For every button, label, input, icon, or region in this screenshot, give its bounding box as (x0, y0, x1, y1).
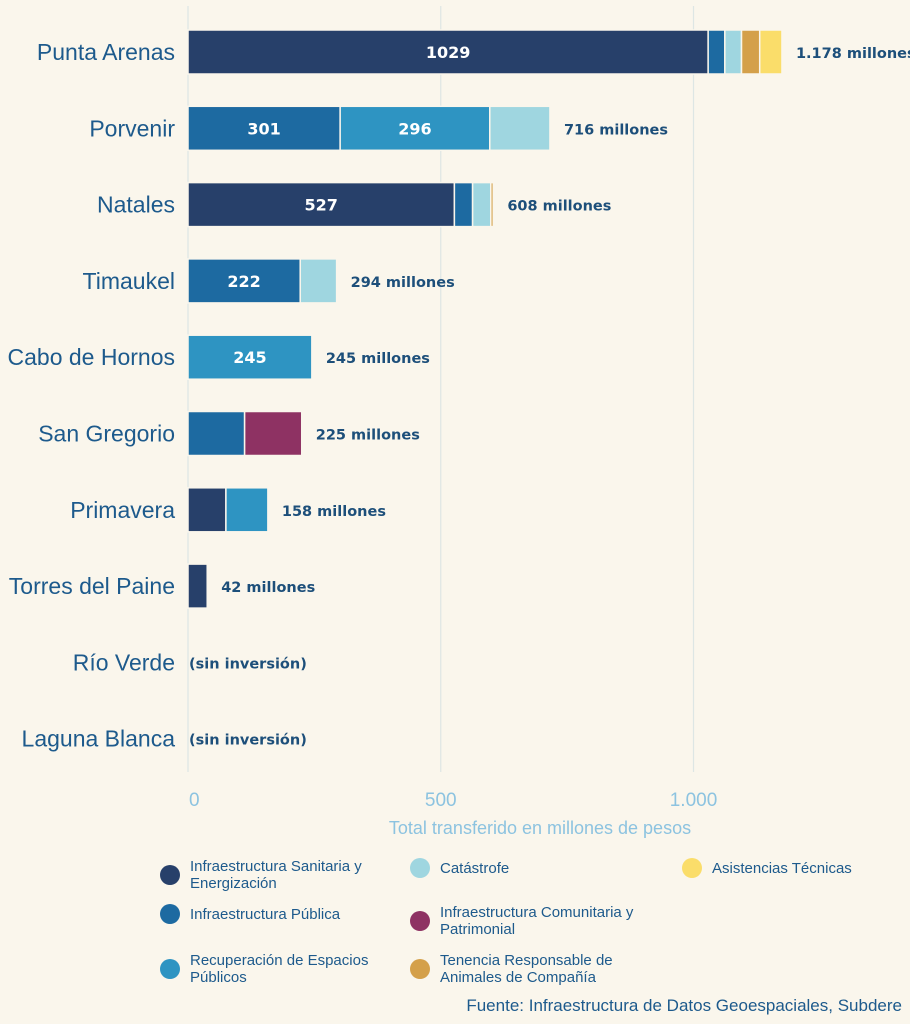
bar-segment (489, 105, 551, 152)
legend-label: Infraestructura Sanitaria y Energización (190, 858, 362, 892)
bar-segment (187, 258, 301, 304)
bar-segment (187, 487, 227, 533)
legend-swatch (160, 865, 180, 885)
legend-label: Catástrofe (440, 859, 510, 877)
bar-segment (187, 410, 246, 457)
data-label: 301 (247, 119, 280, 138)
bar-segment (187, 563, 208, 609)
category-label: Punta Arenas (37, 39, 175, 65)
bar-segment (707, 29, 726, 75)
legend-label: Infraestructura Pública (190, 905, 341, 923)
bar-segment (299, 258, 338, 304)
bar-segment (724, 29, 743, 75)
category-label: Río Verde (73, 649, 175, 675)
total-label: 294 millones (351, 275, 455, 291)
category-label: Natales (97, 192, 175, 218)
total-label: 716 millones (564, 122, 668, 138)
total-label: 1.178 millones (796, 46, 910, 62)
category-label: Primavera (70, 497, 175, 523)
legend-item: Recuperación de Espacios Públicos (160, 952, 395, 986)
total-label: 158 millones (282, 504, 386, 520)
legend-swatch (410, 911, 430, 931)
legend-swatch (160, 959, 180, 979)
source-note: Fuente: Infraestructura de Datos Geoespa… (466, 996, 902, 1015)
category-label: San Gregorio (38, 421, 175, 447)
legend-label: Asistencias Técnicas (712, 859, 852, 877)
legend-item: Tenencia Responsable de Animales de Comp… (410, 952, 645, 986)
legend-item: Catástrofe (410, 858, 645, 878)
bar-segment (187, 334, 313, 380)
data-label: 527 (304, 196, 337, 215)
bar-segment (453, 181, 474, 228)
bar-segment (490, 181, 495, 228)
legend-swatch (160, 904, 180, 924)
legend-item: Infraestructura Pública (160, 904, 395, 924)
x-tick-label: 500 (425, 790, 457, 811)
legend-item: Infraestructura Comunitaria y Patrimonia… (410, 904, 645, 938)
bar-segment (339, 105, 491, 152)
total-label: (sin inversión) (189, 656, 307, 672)
legend-label: Infraestructura Comunitaria y Patrimonia… (440, 904, 634, 938)
category-label: Porvenir (89, 115, 175, 141)
legend-item: Asistencias Técnicas (682, 858, 892, 878)
bar-segment (225, 487, 269, 533)
bar-segment (243, 410, 303, 457)
total-label: 42 millones (221, 580, 315, 596)
total-label: 608 millones (507, 199, 611, 215)
bar-segment (740, 29, 761, 75)
category-label: Cabo de Hornos (8, 344, 176, 370)
category-label: Timaukel (83, 268, 175, 294)
legend-swatch (682, 858, 702, 878)
chart: 0 500 1.000 Punta Arenas 1029 1.178 millones P… (8, 6, 910, 838)
legend-item: Infraestructura Sanitaria y Energización (160, 858, 395, 892)
bar-segment (187, 181, 456, 228)
legend-label: Tenencia Responsable de Animales de Comp… (440, 952, 613, 986)
bar-segment (187, 29, 709, 75)
data-label: 1029 (426, 43, 471, 62)
legend-swatch (410, 858, 430, 878)
total-label: 245 millones (326, 351, 430, 367)
category-label: Torres del Paine (9, 573, 175, 599)
bar-segment (758, 29, 783, 75)
bar-segment (187, 105, 341, 152)
legend-swatch (410, 959, 430, 979)
data-label: 245 (233, 348, 266, 367)
data-label: 222 (227, 272, 260, 291)
x-tick-label: 0 (189, 790, 200, 811)
total-label: 225 millones (316, 428, 420, 444)
legend-label: Recuperación de Espacios Públicos (190, 952, 369, 986)
category-label: Laguna Blanca (22, 726, 176, 752)
x-tick-label: 1.000 (670, 790, 718, 811)
data-label: 296 (398, 119, 431, 138)
total-label: (sin inversión) (189, 733, 307, 749)
bar-segment (471, 181, 492, 228)
x-axis-title: Total transferido en millones de pesos (389, 818, 691, 838)
